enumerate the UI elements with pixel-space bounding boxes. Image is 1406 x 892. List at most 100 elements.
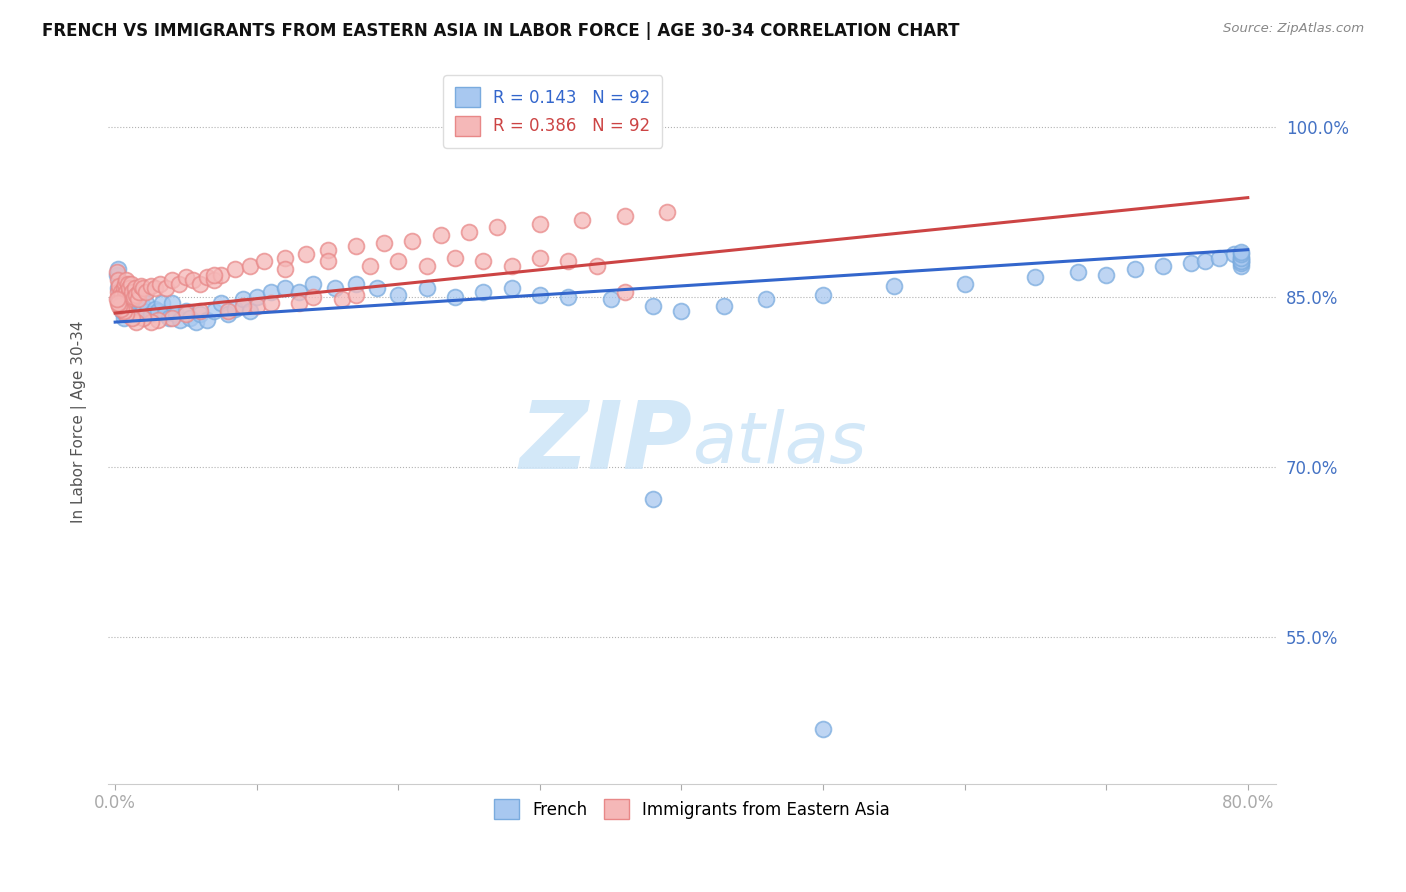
Point [1152,259,1174,273]
Point [671,303,693,318]
Point [184,315,207,329]
Point [295,247,318,261]
Point [366,281,388,295]
Point [232,299,254,313]
Point [127,303,149,318]
Point [132,310,155,325]
Point [105,293,128,307]
Point [1067,265,1090,279]
Text: FRENCH VS IMMIGRANTS FROM EASTERN ASIA IN LABOR FORCE | AGE 30-34 CORRELATION CH: FRENCH VS IMMIGRANTS FROM EASTERN ASIA I… [42,22,960,40]
Point [117,285,139,299]
Point [274,251,297,265]
Point [114,307,136,321]
Point [613,209,636,223]
Point [114,293,136,307]
Point [127,293,149,307]
Point [143,301,166,316]
Point [302,277,325,291]
Point [108,293,131,307]
Point [105,265,128,279]
Point [174,269,197,284]
Point [260,296,283,310]
Point [953,277,976,291]
Point [115,301,138,316]
Point [202,303,225,318]
Point [118,293,141,307]
Point [557,290,579,304]
Point [139,307,162,321]
Point [120,285,142,299]
Point [165,307,187,321]
Point [160,296,183,310]
Point [274,281,297,295]
Point [120,277,142,291]
Point [111,303,134,318]
Point [613,285,636,299]
Point [1222,247,1244,261]
Point [209,296,232,310]
Point [330,293,353,307]
Point [118,306,141,320]
Point [121,310,143,325]
Point [121,296,143,310]
Point [139,315,162,329]
Point [108,299,131,313]
Point [115,285,138,299]
Point [239,303,262,318]
Point [117,277,139,291]
Point [118,281,141,295]
Point [344,239,367,253]
Point [224,301,246,316]
Point [188,277,211,291]
Point [401,234,423,248]
Point [179,310,201,325]
Point [153,307,176,321]
Point [160,310,183,325]
Point [195,313,218,327]
Point [217,303,239,318]
Point [169,313,191,327]
Point [472,285,495,299]
Point [557,254,579,268]
Point [344,277,367,291]
Point [323,281,346,295]
Point [202,268,225,282]
Point [117,298,139,312]
Point [359,259,381,273]
Point [135,285,157,299]
Point [316,243,339,257]
Point [111,290,134,304]
Point [110,285,132,299]
Point [181,273,204,287]
Point [115,273,138,287]
Point [143,281,166,295]
Y-axis label: In Labor Force | Age 30-34: In Labor Force | Age 30-34 [72,320,87,523]
Point [150,296,173,310]
Point [105,268,128,282]
Point [125,288,148,302]
Point [132,281,155,295]
Point [458,225,481,239]
Point [486,220,509,235]
Point [1229,254,1251,268]
Point [129,279,152,293]
Point [444,290,467,304]
Point [149,277,172,291]
Point [122,290,145,304]
Text: atlas: atlas [692,409,866,478]
Point [122,303,145,318]
Point [160,273,183,287]
Point [232,293,254,307]
Point [373,235,395,250]
Point [108,279,131,293]
Point [415,259,437,273]
Point [224,261,246,276]
Point [529,288,551,302]
Text: Source: ZipAtlas.com: Source: ZipAtlas.com [1223,22,1364,36]
Point [1194,254,1216,268]
Point [125,315,148,329]
Point [260,285,283,299]
Point [883,279,905,293]
Point [139,279,162,293]
Point [107,273,129,287]
